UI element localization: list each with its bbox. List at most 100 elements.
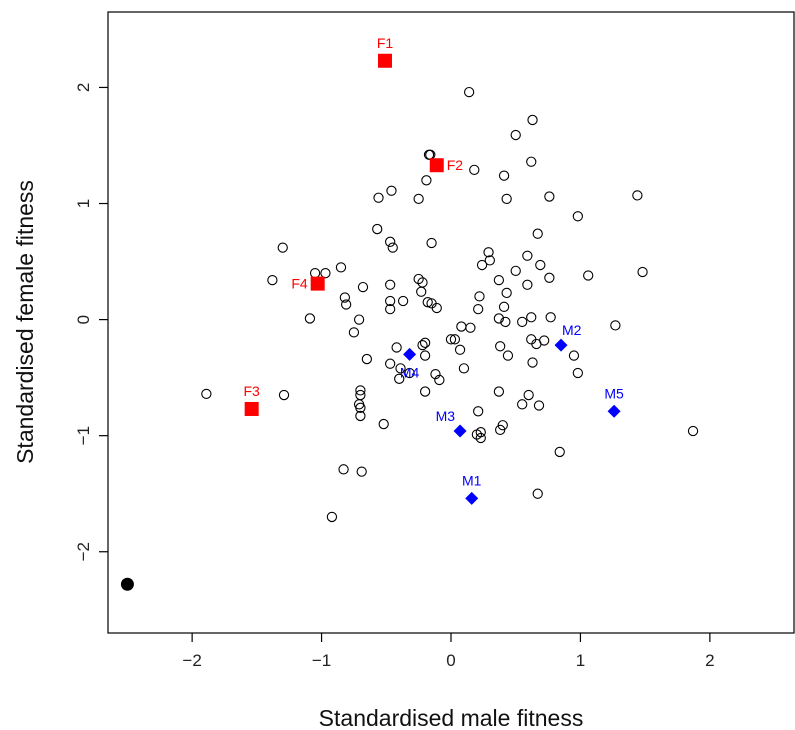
open-circle-point [454,344,466,355]
open-circle-point [309,268,321,279]
open-circle-point [430,369,441,380]
plot-frame [107,11,795,634]
open-circle-point [387,242,398,253]
open-circle-point [493,313,505,324]
open-circle-point [572,367,583,379]
open-circle-point [385,304,396,315]
open-circle-point [326,511,338,523]
open-circle-point [361,353,373,365]
x-tick-label: −2 [182,651,201,670]
point-label-f3: F3 [243,383,260,399]
open-circle-point [416,286,427,297]
point-label-f1: F1 [377,35,394,51]
open-circle-point [474,291,485,302]
open-circle-point [449,334,461,345]
x-tick-label: 2 [705,651,714,670]
open-circle-point [434,374,445,386]
open-circle-point [417,277,428,288]
open-circle-point [413,193,424,205]
open-circle-point [338,464,349,475]
open-circle-point [572,211,583,222]
y-tick-label: 2 [74,83,93,92]
open-circle-point [610,320,621,331]
open-circle-point [637,266,648,278]
open-circle-point [356,466,367,477]
open-circle-point [391,342,402,353]
open-circle-point [498,170,510,181]
open-circle-point [532,488,543,499]
open-circle-point [502,350,514,361]
open-circle-point [278,389,290,401]
open-circle-point [531,338,542,350]
point-label-m5: M5 [604,385,624,401]
open-circle-point [445,334,457,345]
point-label-f4: F4 [291,276,308,292]
male-diamond-point [607,404,621,418]
open-circle-point [357,281,369,293]
open-circle-point [458,363,470,374]
data-points [120,53,699,591]
open-circle-point [385,358,396,369]
open-circle-point [417,339,428,351]
open-circle-point [419,386,431,397]
open-circle-point [476,259,488,271]
open-circle-point [413,273,424,285]
open-circle-point [473,406,484,417]
male-diamond-point [403,347,417,361]
open-circle-point [498,301,510,312]
y-tick-label: −1 [74,426,93,445]
open-circle-point [419,350,431,361]
open-circle-point [385,295,396,307]
open-circle-point [386,185,397,196]
x-tick-label: 0 [446,651,455,670]
open-circle-point [526,312,537,323]
open-circle-point [533,400,545,411]
female-square-point [244,401,259,416]
open-circle-point [568,350,580,361]
point-label-f2: F2 [447,157,464,173]
point-label-m4: M4 [400,364,420,380]
open-circle-point [687,425,699,437]
open-circle-point [517,316,528,328]
open-circle-point [527,357,538,368]
open-circle-point [522,279,533,290]
open-circle-point [632,190,643,201]
open-circle-point [501,287,512,299]
y-axis-label: Standardised female fitness [12,180,38,464]
open-circle-point [495,341,506,352]
x-tick-label: 1 [576,651,585,670]
open-circle-point [544,191,555,202]
open-circle-point [397,295,409,307]
open-circle-point [522,250,533,261]
open-circle-point [385,279,396,290]
open-circle-point [348,327,360,338]
open-circle-point [304,313,316,324]
open-circle-point [484,255,495,266]
x-tick-label: −1 [312,651,331,670]
y-axis: −2 −1 0 1 2 [74,83,108,561]
open-circle-point [545,312,556,323]
open-circle-point [510,265,521,276]
open-circle-point [341,299,352,310]
open-circle-point [320,268,331,279]
filled-circle-point [120,577,134,591]
point-label-m1: M1 [462,472,482,488]
open-circle-point [469,164,480,176]
open-circle-point [355,402,366,413]
open-circle-point [404,367,415,379]
open-circle-point [554,446,565,458]
male-diamond-point [453,424,467,438]
open-circle-point [355,410,366,422]
open-circle-point [339,292,351,303]
female-square-point [377,53,392,68]
open-circle-point [395,363,406,374]
x-axis-label: Standardised male fitness [319,705,584,730]
open-circle-point [267,274,278,286]
open-circle-point [544,272,555,283]
male-diamond-point [465,491,479,505]
open-circle-point [465,322,476,333]
open-circle-point [475,427,486,438]
open-circle-point [523,389,534,401]
y-tick-label: 0 [74,315,93,324]
